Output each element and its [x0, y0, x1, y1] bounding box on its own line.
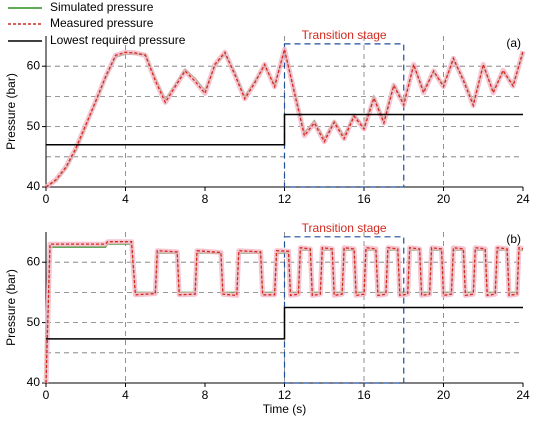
- x-tick-label: 24: [516, 388, 530, 402]
- x-tick-label: 4: [122, 388, 129, 402]
- x-tick-label: 24: [516, 192, 530, 206]
- x-tick-label: 20: [437, 388, 451, 402]
- y-axis-label: Pressure (bar): [4, 73, 18, 150]
- panel-label: (b): [506, 232, 521, 246]
- panel-label: (a): [506, 36, 521, 50]
- x-tick-label: 4: [122, 192, 129, 206]
- y-tick-label: 60: [27, 254, 41, 268]
- x-tick-label: 8: [202, 388, 209, 402]
- x-tick-label: 0: [43, 388, 50, 402]
- series-line: [46, 306, 523, 340]
- legend-label: Measured pressure: [50, 16, 154, 30]
- x-tick-label: 8: [202, 192, 209, 206]
- x-tick-label: 12: [278, 388, 292, 402]
- legend-label: Lowest required pressure: [50, 33, 186, 47]
- y-tick-label: 60: [27, 58, 41, 72]
- y-tick-label: 50: [27, 315, 41, 329]
- x-tick-label: 0: [43, 192, 50, 206]
- x-tick-label: 20: [437, 192, 451, 206]
- annotation: Transition stage: [302, 221, 387, 235]
- x-tick-label: 16: [357, 388, 371, 402]
- series-line: [46, 113, 523, 146]
- legend-label: Simulated pressure: [50, 0, 154, 14]
- y-axis-label: Pressure (bar): [4, 269, 18, 346]
- x-axis-label: Time (s): [263, 402, 307, 416]
- x-tick-label: 12: [278, 192, 292, 206]
- y-tick-label: 40: [27, 375, 41, 389]
- series-line: [45, 49, 524, 188]
- x-tick-label: 16: [357, 192, 371, 206]
- annotation: Transition stage: [302, 28, 387, 42]
- y-tick-label: 50: [27, 119, 41, 133]
- y-tick-label: 40: [27, 179, 41, 193]
- transition-box: [283, 236, 405, 384]
- series-line: [45, 241, 524, 384]
